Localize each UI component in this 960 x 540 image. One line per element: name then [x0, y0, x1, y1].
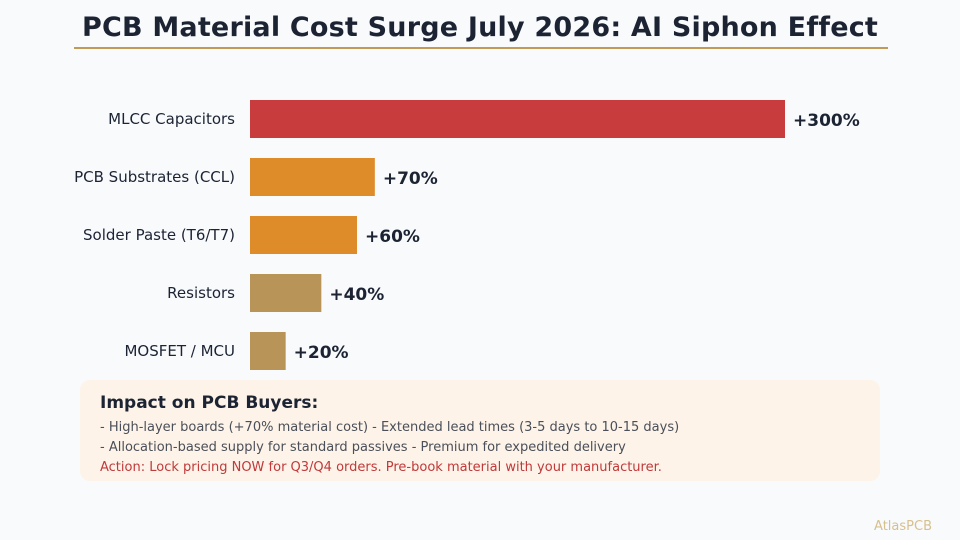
impact-line-1: - High-layer boards (+70% material cost)… — [100, 420, 680, 435]
category-label: MOSFET / MCU — [124, 342, 235, 360]
value-label: +40% — [329, 285, 384, 305]
chart-title: PCB Material Cost Surge July 2026: AI Si… — [81, 12, 879, 43]
impact-line-2: - Allocation-based supply for standard p… — [100, 440, 626, 455]
impact-action: Action: Lock pricing NOW for Q3/Q4 order… — [100, 460, 662, 475]
bar — [250, 274, 322, 312]
category-label: Solder Paste (T6/T7) — [83, 226, 235, 244]
bar — [250, 100, 785, 138]
title-underline — [74, 47, 888, 49]
value-label: +60% — [365, 227, 420, 247]
category-label: Resistors — [167, 284, 235, 302]
category-label: PCB Substrates (CCL) — [74, 168, 235, 186]
brand-watermark: AtlasPCB — [874, 519, 932, 534]
value-label: +20% — [294, 343, 349, 363]
bar-chart: MLCC Capacitors +300% PCB Substrates (CCL)… — [74, 100, 860, 370]
category-label: MLCC Capacitors — [108, 110, 235, 128]
bar — [250, 332, 286, 370]
impact-box: Impact on PCB Buyers: - High-layer board… — [80, 380, 880, 481]
bar — [250, 158, 375, 196]
bar — [250, 216, 357, 254]
impact-heading: Impact on PCB Buyers: — [100, 393, 319, 413]
value-label: +70% — [383, 169, 438, 189]
value-label: +300% — [793, 111, 860, 131]
